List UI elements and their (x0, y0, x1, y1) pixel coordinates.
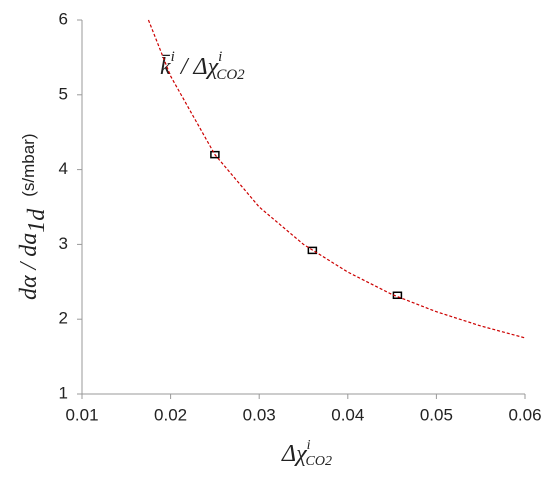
x-label-sub: CO2 (306, 454, 332, 469)
y-tick-label: 3 (59, 234, 68, 253)
y-label-unit: (s/mbar) (19, 133, 38, 196)
y-tick-label: 5 (59, 84, 68, 103)
y-tick-label: 1 (59, 383, 68, 402)
x-tick-label: 0.01 (65, 405, 98, 424)
y-tick-label: 6 (59, 9, 68, 28)
annotation-base: k̄ (160, 54, 171, 80)
x-tick-label: 0.03 (243, 405, 276, 424)
x-tick-label: 0.06 (508, 405, 541, 424)
x-axis-label: Δχi CO2 (281, 438, 332, 469)
curve-annotation: k̄i / Δχi CO2 (160, 49, 245, 83)
y-tick-label: 2 (59, 309, 68, 328)
x-tick-label: 0.04 (331, 405, 364, 424)
x-label-sup: i (307, 438, 311, 453)
data-point (307, 246, 318, 255)
data-point (210, 150, 220, 159)
fit-curve (147, 19, 526, 339)
annotation-sup2: i (218, 49, 222, 65)
y-label-base: dα / da (16, 233, 42, 300)
x-tick-label: 0.05 (420, 405, 453, 424)
annotation-sup: i (171, 49, 175, 65)
x-label-base: Δχ (281, 441, 308, 467)
annotation-mid: / Δχ (175, 54, 220, 80)
y-axis-label: dα / da1d (s/mbar) (16, 133, 50, 300)
x-tick-label: 0.02 (154, 405, 187, 424)
annotation-sub: CO2 (216, 67, 245, 83)
y-tick-label: 4 (59, 159, 68, 178)
y-label-sub: 1d (24, 208, 50, 233)
